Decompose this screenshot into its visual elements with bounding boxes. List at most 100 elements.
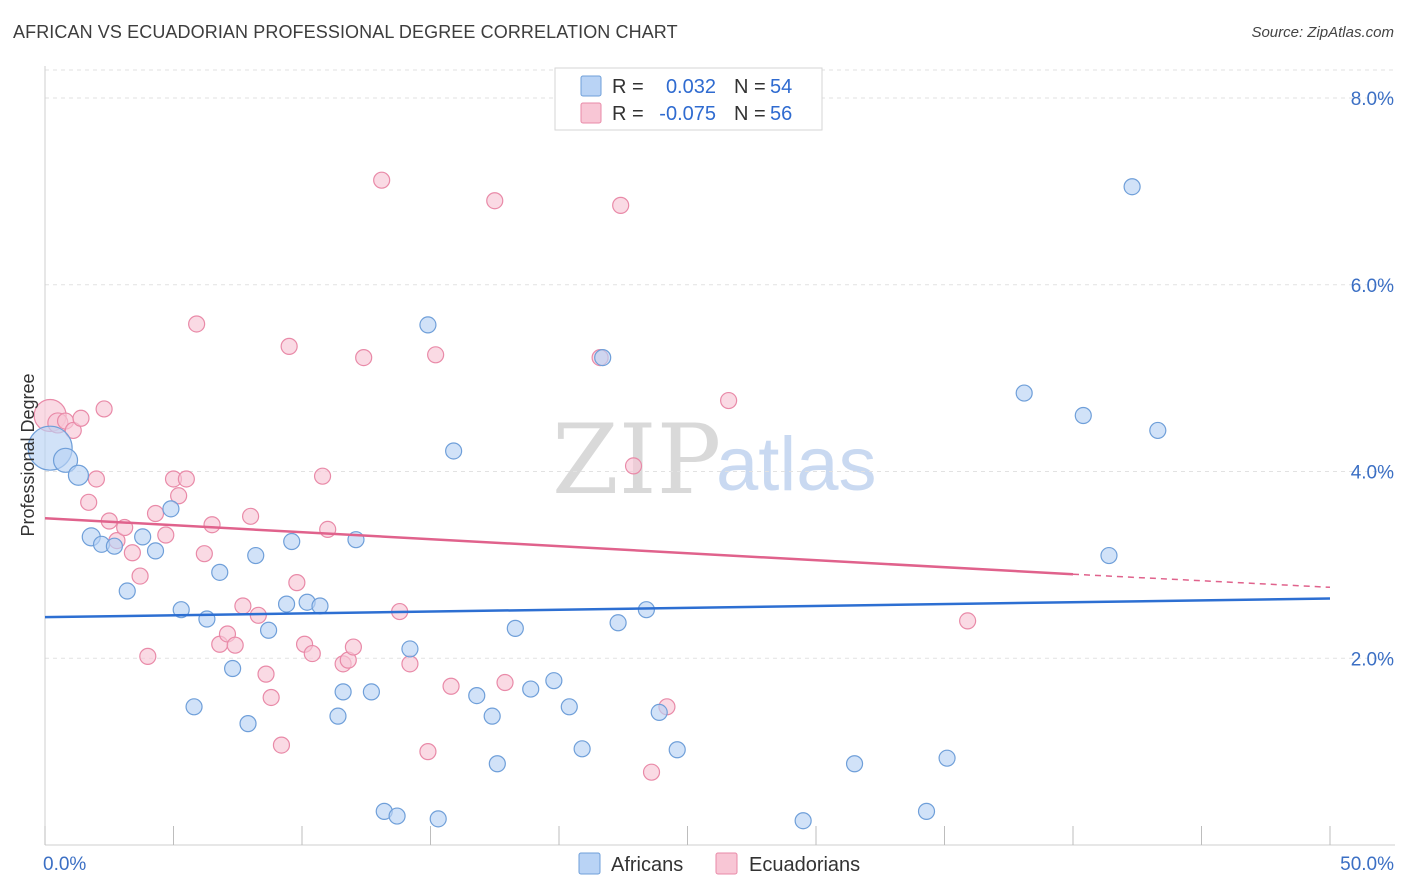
ecuadorian-point	[157, 526, 175, 544]
ecuadorian-point	[624, 457, 643, 475]
ecuadorian-point	[131, 567, 149, 585]
african-point	[329, 707, 347, 725]
legend-r-value-africans: 0.032	[666, 76, 716, 98]
source-label: Source: ZipAtlas.com	[1251, 24, 1394, 41]
african-point	[146, 542, 165, 560]
african-point	[162, 500, 180, 518]
african-point	[506, 619, 524, 637]
african-point	[334, 683, 352, 701]
ecuadorian-point	[80, 493, 98, 511]
bottom-legend-swatch-ecuadorians	[715, 852, 738, 875]
ecuadorian-point	[87, 470, 106, 488]
ecuadorian-point	[486, 192, 504, 210]
african-point	[1123, 178, 1141, 196]
african-point	[650, 703, 668, 722]
african-point	[283, 532, 301, 551]
chart-title: AFRICAN VS ECUADORIAN PROFESSIONAL DEGRE…	[13, 22, 678, 42]
african-point	[429, 810, 447, 828]
ecuadorian-point	[257, 665, 275, 683]
african-point	[445, 442, 463, 460]
african-point	[362, 683, 380, 701]
ecuadorian-point	[195, 545, 213, 563]
african-point	[1149, 421, 1167, 440]
legend-n-value-ecuadorians: 56	[770, 103, 792, 125]
y-tick-label: 4.0%	[1351, 463, 1394, 484]
ecuadorian-point	[401, 655, 419, 673]
y-tick-label: 8.0%	[1351, 89, 1394, 110]
african-point	[594, 348, 612, 367]
african-trend-line	[44, 597, 1331, 619]
ecuadorian-point	[262, 688, 280, 707]
ecuadorian-point	[272, 736, 291, 754]
african-point	[311, 597, 329, 615]
ecuadorian-point	[442, 677, 460, 695]
african-point	[1015, 384, 1033, 402]
ecuadorian-point	[373, 171, 391, 189]
african-point	[198, 610, 216, 628]
series-legend: Africans Ecuadorians	[578, 852, 860, 876]
ecuadorian-point	[146, 504, 165, 523]
african-point	[211, 563, 229, 581]
legend-swatch-africans	[580, 75, 602, 97]
stats-legend: R = 0.032 N = 54 R = -0.075 N = 56	[554, 67, 823, 131]
ecuadorian-point	[355, 348, 373, 367]
african-point	[573, 740, 591, 758]
african-point	[1074, 406, 1092, 425]
african-point	[668, 741, 686, 759]
x-tick-label: 50.0%	[1340, 854, 1394, 875]
african-point	[67, 464, 90, 486]
trend-lines	[44, 516, 1331, 619]
african-point	[917, 802, 936, 820]
bottom-legend-africans: Africans	[611, 854, 683, 876]
ecuadorian-point	[64, 421, 82, 440]
legend-r-value-ecuadorians: -0.075	[659, 103, 716, 125]
y-axis-label: Professional Degree	[18, 373, 38, 536]
ecuadorian-trend-extension	[1072, 573, 1331, 589]
ecuadorian-point	[303, 644, 321, 663]
ecuadorian-point	[427, 346, 445, 364]
ecuadorian-point	[313, 467, 332, 485]
african-point	[172, 601, 190, 619]
ecuadorian-point	[612, 196, 630, 214]
african-point	[609, 614, 627, 632]
african-point	[224, 659, 242, 678]
ecuadorian-point	[188, 315, 206, 333]
legend-n-value-africans: 54	[770, 76, 792, 98]
african-point	[259, 621, 278, 639]
ecuadorian-point	[234, 597, 252, 615]
gridlines	[45, 69, 1395, 659]
african-point	[794, 812, 812, 830]
ecuadorian-point	[242, 507, 260, 525]
ecuadorian-point	[123, 544, 141, 562]
data-points	[27, 171, 1167, 830]
african-point	[545, 672, 563, 690]
legend-swatch-ecuadorians	[580, 102, 602, 124]
legend-r-label-ecuadorians: R =	[612, 103, 644, 125]
ecuadorian-point	[72, 409, 90, 427]
bottom-legend-ecuadorians: Ecuadorians	[749, 854, 860, 876]
african-point	[401, 640, 419, 658]
ecuadorian-point	[288, 574, 306, 592]
tick-labels: 2.0% 4.0% 6.0% 8.0% 0.0% 50.0%	[43, 89, 1394, 875]
ecuadorian-point	[177, 470, 195, 488]
ecuadorian-point	[642, 763, 661, 781]
ecuadorian-point	[170, 487, 188, 505]
african-point	[468, 687, 486, 705]
african-point	[52, 447, 79, 473]
ecuadorian-point	[226, 636, 244, 654]
african-point	[277, 595, 296, 613]
ecuadorian-point	[280, 337, 298, 355]
african-point	[134, 528, 152, 546]
y-tick-label: 2.0%	[1351, 649, 1394, 670]
ecuadorian-point	[419, 743, 437, 761]
african-point	[419, 316, 437, 334]
legend-r-label-africans: R =	[612, 76, 644, 98]
african-point	[938, 749, 956, 767]
y-tick-label: 6.0%	[1351, 276, 1394, 297]
african-point	[239, 715, 257, 733]
ecuadorian-point	[139, 647, 157, 665]
african-point	[1100, 546, 1118, 565]
ecuadorian-point	[959, 612, 977, 630]
african-point	[247, 546, 265, 565]
